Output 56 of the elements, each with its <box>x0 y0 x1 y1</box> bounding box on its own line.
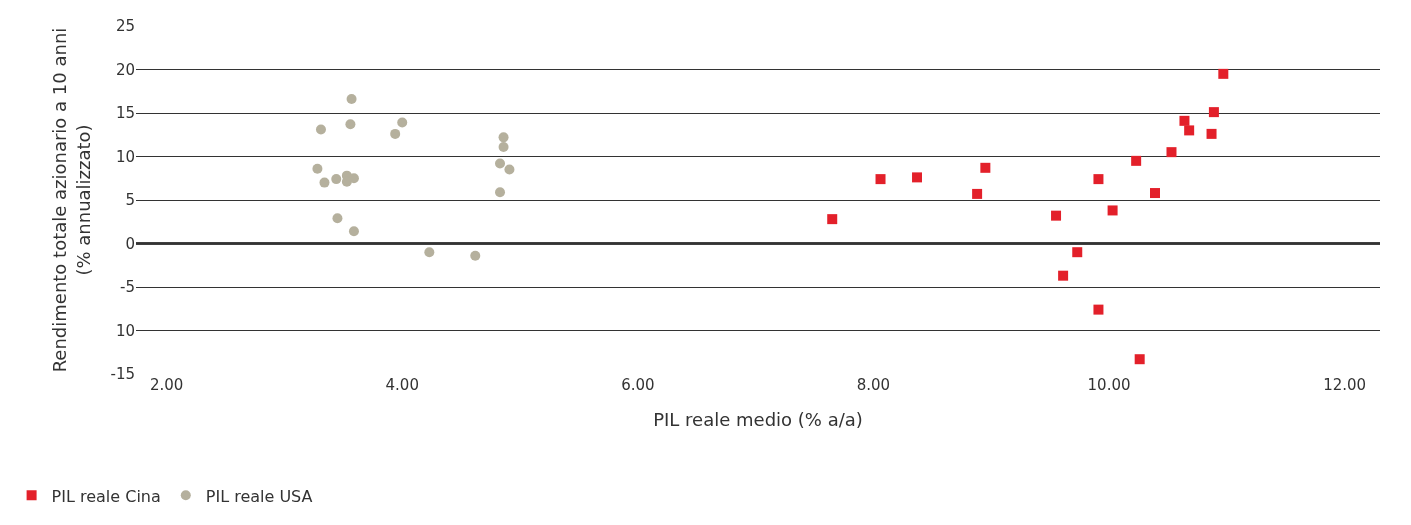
point <box>1184 125 1195 136</box>
legend-label: PIL reale USA <box>205 486 313 506</box>
point <box>331 174 342 185</box>
point <box>827 214 838 225</box>
point <box>319 177 330 188</box>
point <box>498 132 509 143</box>
point <box>397 117 408 128</box>
point <box>1072 247 1083 258</box>
x-tick-label: 8.00 <box>856 376 891 394</box>
point <box>348 226 359 237</box>
x-tick-label: 12.00 <box>1323 376 1367 394</box>
point <box>424 247 435 258</box>
point <box>912 172 923 183</box>
point <box>980 162 991 173</box>
y-tick-label: -5 <box>120 278 135 297</box>
point <box>495 187 506 198</box>
point <box>1093 174 1104 185</box>
x-tick-label: 4.00 <box>385 376 419 394</box>
point <box>390 128 401 139</box>
point <box>495 158 506 169</box>
y-tick-label: 10 <box>115 321 135 340</box>
point <box>875 174 886 185</box>
point <box>504 164 515 175</box>
point <box>1206 128 1217 139</box>
point <box>1093 304 1104 315</box>
point <box>1134 354 1145 365</box>
point <box>470 250 481 261</box>
point <box>315 124 326 135</box>
y-tick-label: 0 <box>125 234 135 253</box>
point <box>1058 270 1069 281</box>
y-tick-label: 20 <box>115 60 135 79</box>
point <box>332 213 343 224</box>
x-tick-label: 10.00 <box>1087 376 1131 394</box>
point <box>972 188 983 199</box>
legend-label: PIL reale Cina <box>51 486 161 506</box>
y-tick-label: 15 <box>115 104 135 123</box>
point <box>345 119 356 130</box>
point <box>1218 68 1229 79</box>
point <box>346 94 357 105</box>
y-tick-label: 5 <box>125 191 135 210</box>
y-tick-label: 10 <box>115 147 135 166</box>
x-tick-label: 2.00 <box>149 376 184 394</box>
point <box>1166 147 1177 158</box>
point <box>1150 188 1160 199</box>
y-tick-label: 25 <box>115 17 135 36</box>
x-axis-title: PIL reale medio (% a/a) <box>653 409 863 431</box>
x-tick-label: 6.00 <box>621 376 655 394</box>
point <box>1107 205 1118 216</box>
y-tick-label: -15 <box>110 365 135 384</box>
point <box>312 163 323 174</box>
y-axis-title: Rendimento totale azionario a 10 anni (% annualizzato) <box>49 27 94 373</box>
point <box>1179 115 1190 126</box>
point <box>1131 155 1142 166</box>
point <box>1208 107 1219 118</box>
point <box>498 141 509 152</box>
point <box>1051 210 1062 221</box>
